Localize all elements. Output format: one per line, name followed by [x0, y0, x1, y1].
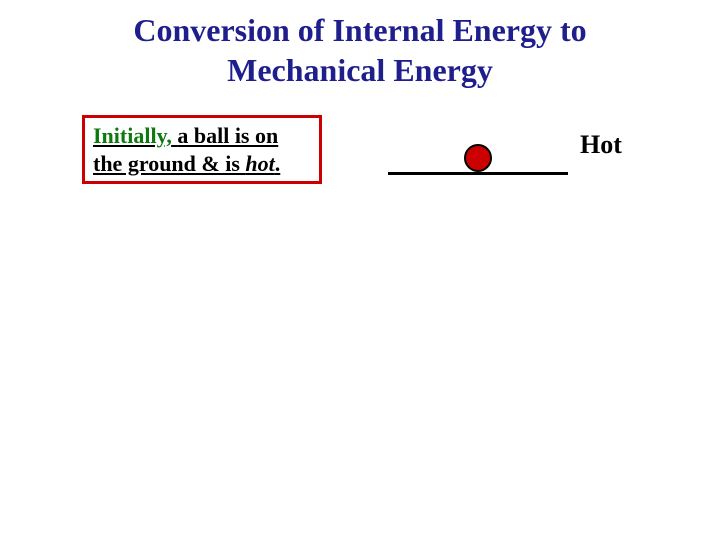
caption-ground-phrase: the ground & is — [93, 151, 245, 176]
slide-title: Conversion of Internal Energy to Mechani… — [0, 0, 720, 90]
ball-icon — [464, 144, 492, 172]
title-line-1: Conversion of Internal Energy to — [0, 10, 720, 50]
caption-initially: Initially, — [93, 123, 172, 148]
caption-hot: hot — [245, 151, 274, 176]
hot-label: Hot — [580, 130, 622, 160]
caption-box: Initially, a ball is on the ground & is … — [82, 115, 322, 184]
ground-line — [388, 172, 568, 175]
caption-period: . — [275, 151, 281, 176]
caption-text: Initially, a ball is on the ground & is … — [93, 123, 280, 176]
title-line-2: Mechanical Energy — [0, 50, 720, 90]
caption-ball-phrase: a ball is on — [177, 123, 278, 148]
